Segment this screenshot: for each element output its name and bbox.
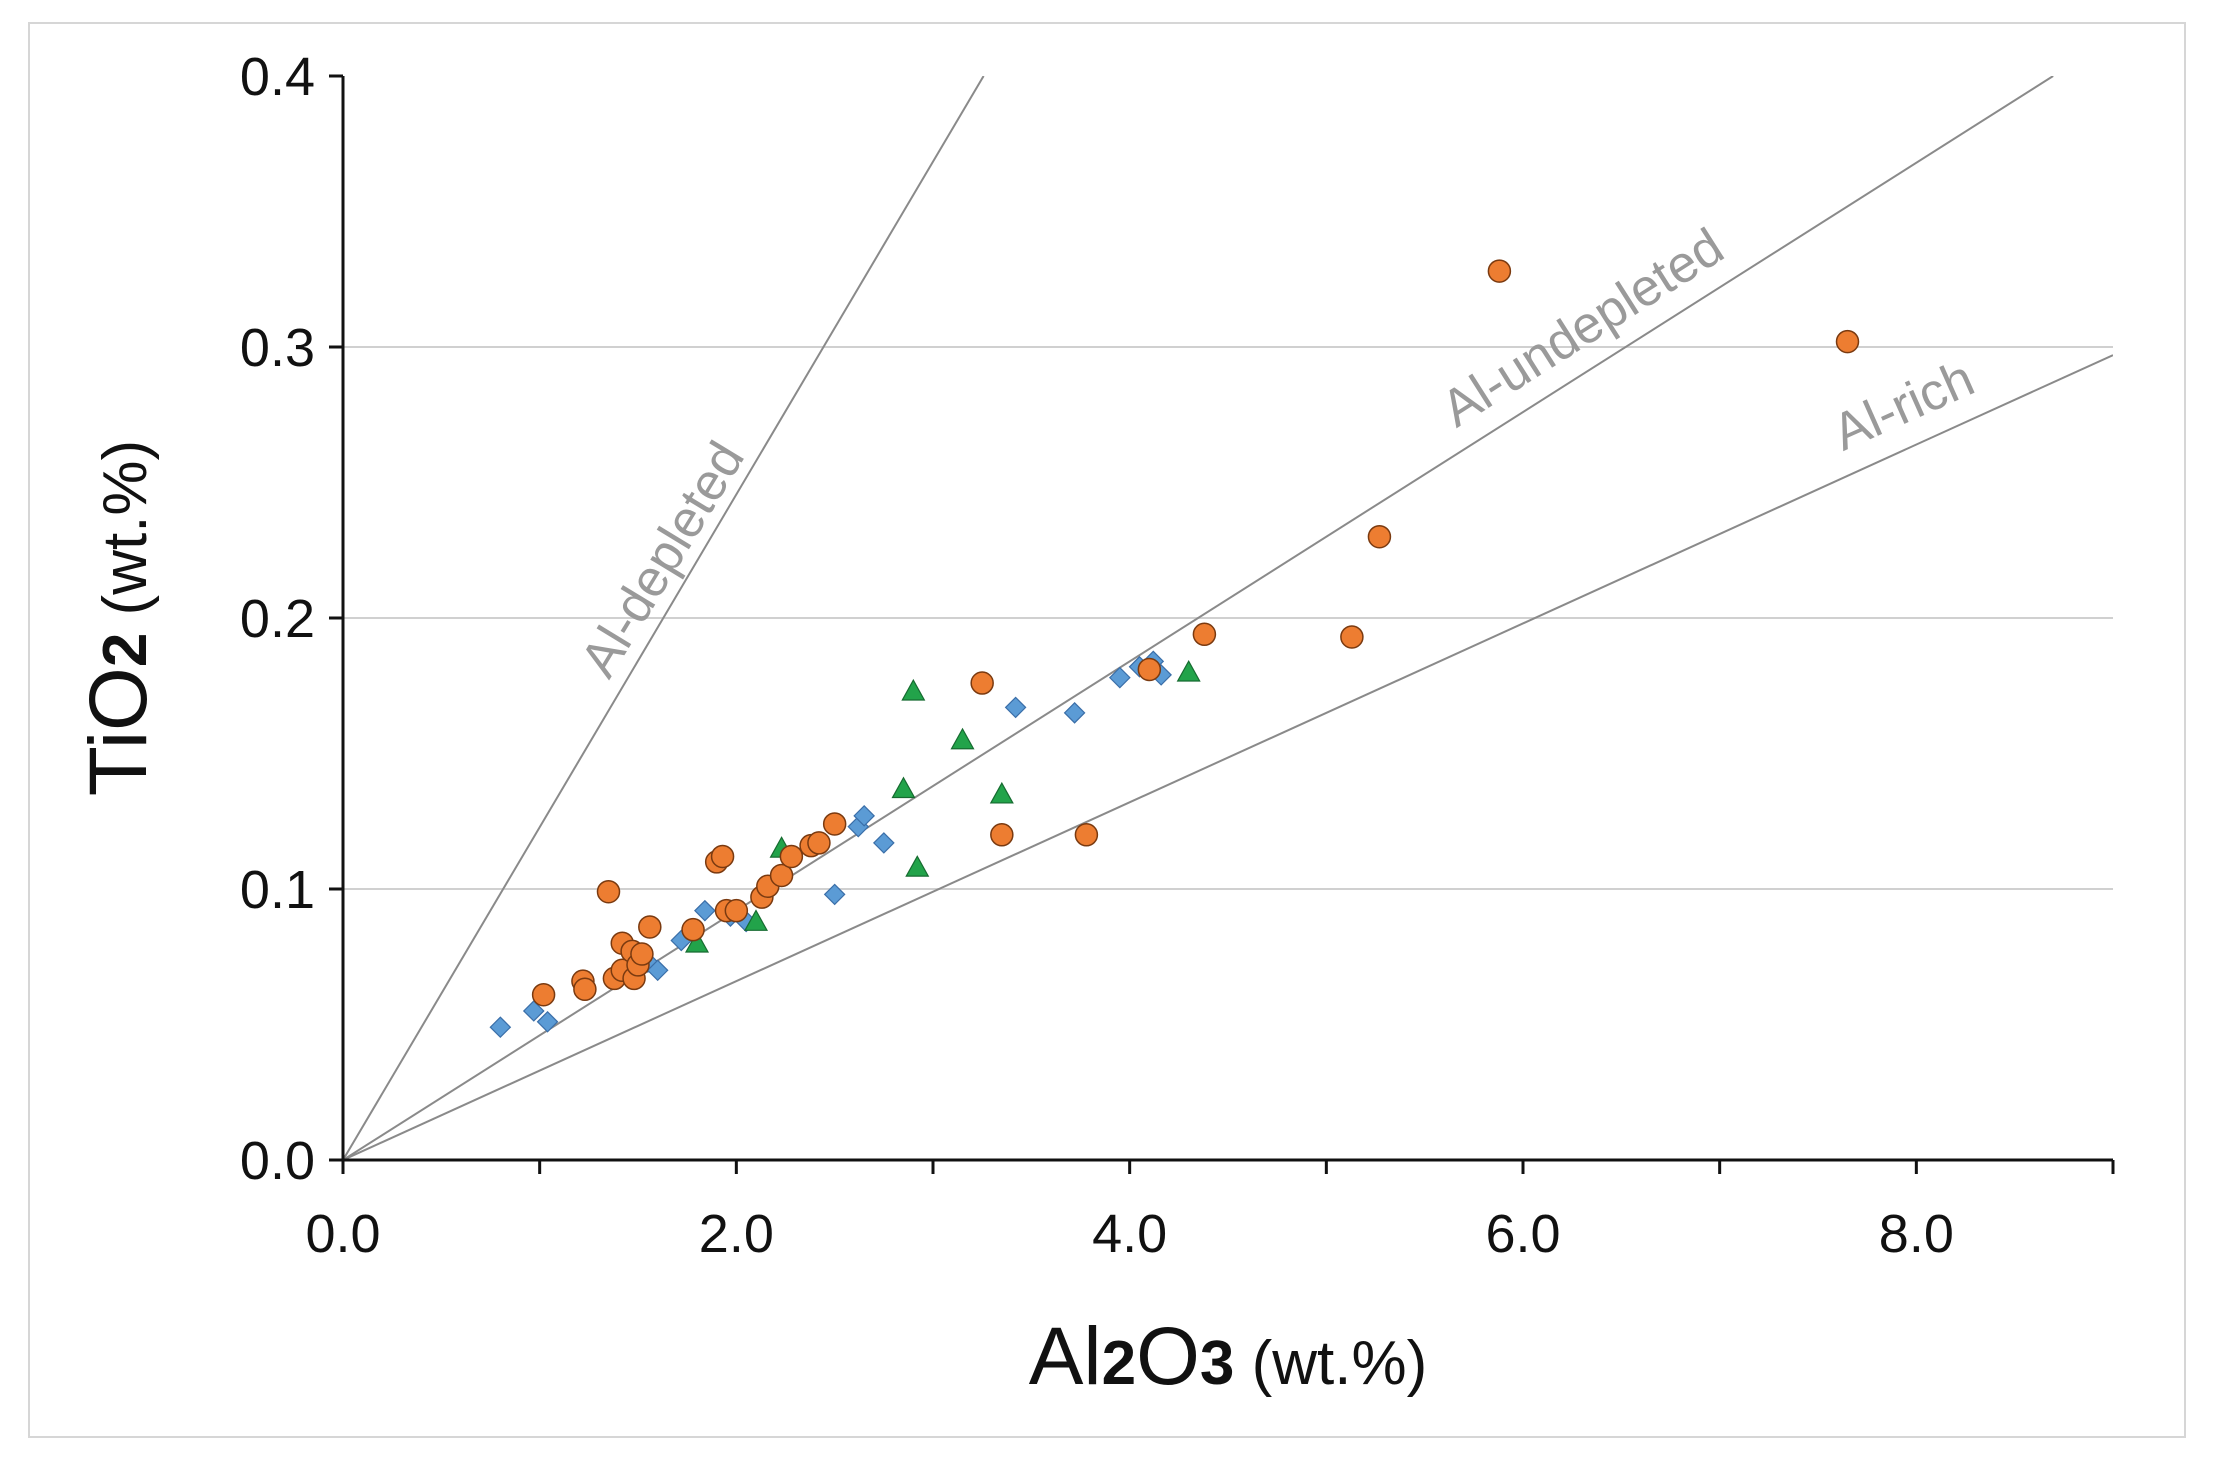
circle-point-12 — [681, 917, 705, 942]
triangle-point-4 — [901, 678, 926, 701]
diamond-point-16 — [1063, 702, 1086, 724]
circle-point-19 — [769, 863, 794, 888]
x-tick-label-2: 4.0 — [1092, 1204, 1167, 1264]
triangle-point-1 — [743, 909, 769, 931]
circle-point-0 — [531, 982, 556, 1007]
diamond-point-14 — [872, 832, 895, 854]
circle-point-10 — [630, 942, 654, 966]
diamond-point-15 — [1004, 696, 1027, 719]
x-tick-label-3: 6.0 — [1485, 1204, 1560, 1264]
diamond-point-1 — [522, 1000, 545, 1022]
circle-point-22 — [807, 831, 831, 855]
reference-line-0 — [343, 76, 985, 1160]
reference-line-label-2: Al-rich — [1824, 349, 1982, 462]
reference-line-2 — [343, 354, 2113, 1160]
reference-line-labels: Al-depleted Al-undepleted Al-rich — [570, 218, 1983, 687]
y-tick-label-0: 0.0 — [240, 1131, 315, 1191]
circle-point-2 — [573, 977, 597, 1002]
data-points — [489, 259, 1860, 1039]
circle-point-14 — [710, 844, 735, 869]
circle-point-24 — [970, 671, 994, 695]
y-tick-label-1: 0.1 — [240, 860, 315, 920]
triangle-point-3 — [891, 776, 916, 799]
circle-point-23 — [822, 812, 847, 836]
circle-point-27 — [1137, 657, 1162, 682]
diamond-point-11 — [823, 883, 846, 906]
circle-point-29 — [1340, 625, 1364, 649]
diamond-point-8 — [694, 899, 716, 922]
y-tick-label-3: 0.3 — [240, 318, 315, 378]
y-axis-title: TiO2 (wt.%) — [73, 440, 164, 796]
x-tick-label-1: 2.0 — [699, 1204, 774, 1264]
reference-line-label-1: Al-undepleted — [1432, 218, 1734, 439]
reference-line-label-0: Al-depleted — [570, 432, 756, 687]
diamond-point-6 — [646, 959, 669, 982]
chart-frame — [28, 22, 2186, 1438]
circle-point-20 — [779, 844, 804, 869]
circle-point-3 — [596, 879, 621, 904]
axes: 0.0 0.1 0.2 0.3 0.4 0.0 2.0 4.0 6.0 8.0 — [240, 47, 2115, 1264]
diamond-point-13 — [853, 804, 876, 827]
circle-point-16 — [724, 898, 749, 923]
diamond-point-0 — [489, 1016, 512, 1039]
triangle-point-5 — [905, 855, 930, 877]
diamond-point-17 — [1108, 666, 1131, 689]
x-axis-title: Al2O3 (wt.%) — [1029, 1311, 1428, 1402]
circle-point-26 — [1074, 823, 1099, 847]
triangle-point-0 — [684, 930, 710, 953]
x-tick-label-0: 0.0 — [305, 1204, 380, 1264]
circle-point-25 — [990, 823, 1014, 847]
circle-point-30 — [1367, 524, 1392, 549]
circle-point-28 — [1192, 622, 1217, 647]
triangle-point-7 — [989, 781, 1014, 804]
circle-point-31 — [1487, 259, 1512, 283]
diamond-point-2 — [536, 1010, 559, 1033]
circle-point-11 — [638, 915, 662, 939]
y-tick-label-4: 0.4 — [240, 47, 315, 107]
y-tick-label-2: 0.2 — [240, 589, 315, 649]
triangle-point-6 — [950, 727, 975, 750]
gridlines — [343, 346, 2113, 890]
triangle-point-8 — [1176, 659, 1201, 682]
circle-point-32 — [1835, 329, 1860, 354]
x-tick-label-4: 8.0 — [1879, 1204, 1954, 1264]
